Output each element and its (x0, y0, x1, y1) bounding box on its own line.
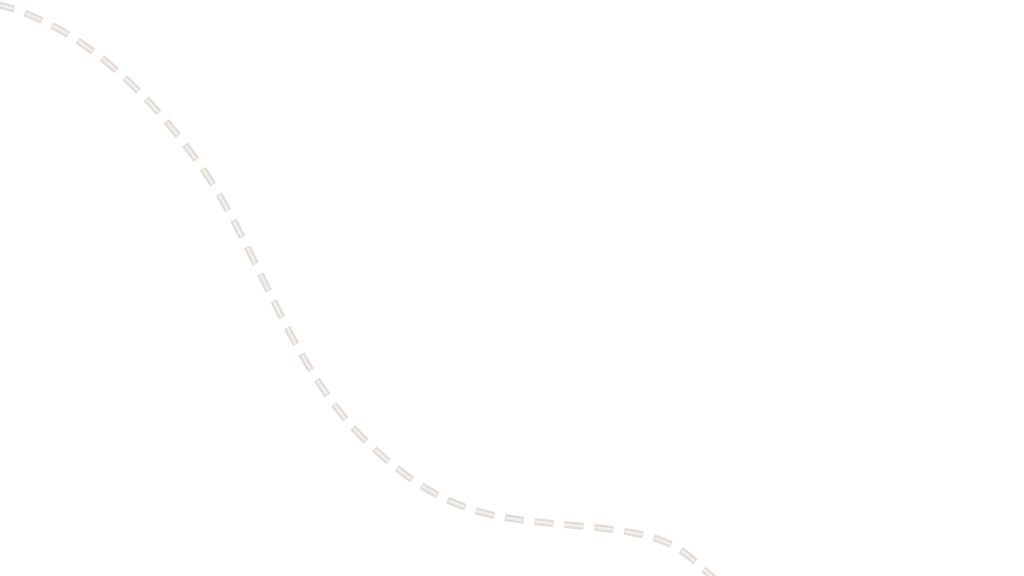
dashed-path (0, 1, 717, 576)
path-inner (0, 3, 714, 576)
